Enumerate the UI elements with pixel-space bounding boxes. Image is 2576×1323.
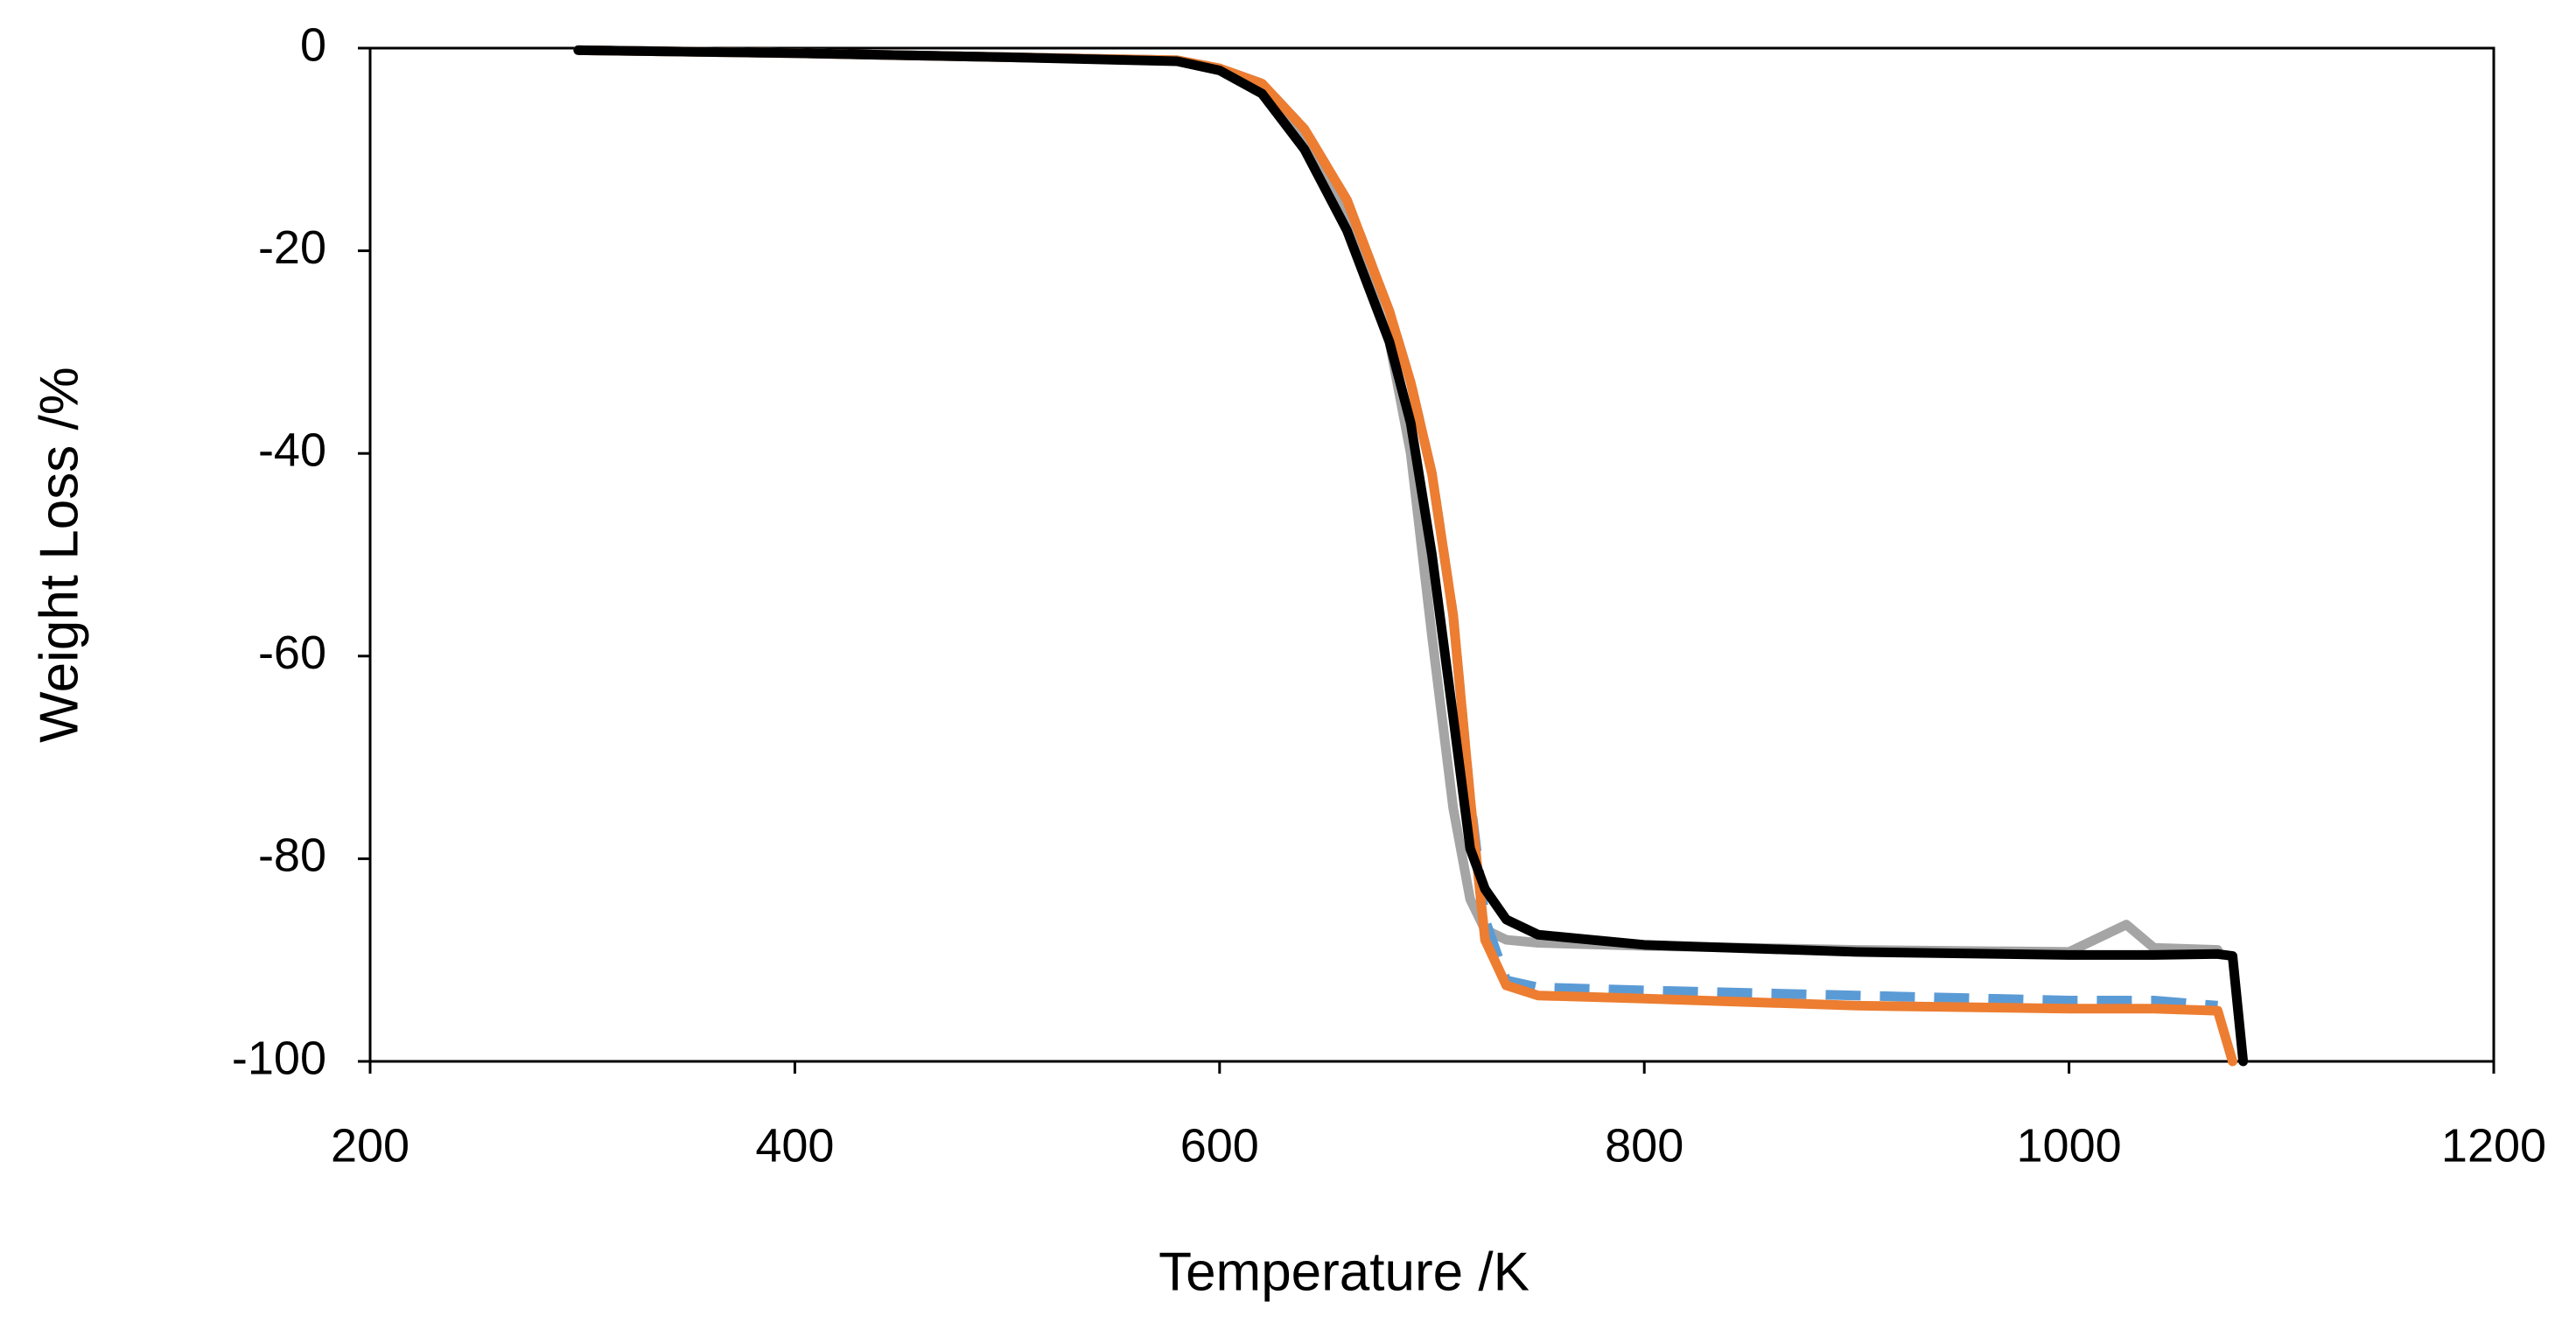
y-tick-label: -20 [258,221,326,274]
x-tick-label: 800 [1605,1119,1684,1172]
data-line [578,45,2218,1011]
y-axis-title: Weight Loss /% [29,367,89,743]
x-tick-label: 400 [755,1119,834,1172]
x-tick-label: 1000 [2017,1119,2122,1172]
data-line [573,45,2222,957]
data-line [573,45,2237,1067]
y-tick-label: -100 [232,1032,326,1084]
y-tick-label: 0 [300,18,326,71]
y-tick-label: -60 [258,626,326,679]
data-line [573,45,2249,1067]
x-tick-label: 600 [1180,1119,1259,1172]
y-tick-label: -80 [258,830,326,882]
x-tick-label: 1200 [2441,1119,2546,1172]
y-tick-label: -40 [258,424,326,476]
plot-frame [368,46,2496,1063]
x-tick-label: 200 [331,1119,410,1172]
x-axis-title: Temperature /K [1158,1242,1530,1302]
